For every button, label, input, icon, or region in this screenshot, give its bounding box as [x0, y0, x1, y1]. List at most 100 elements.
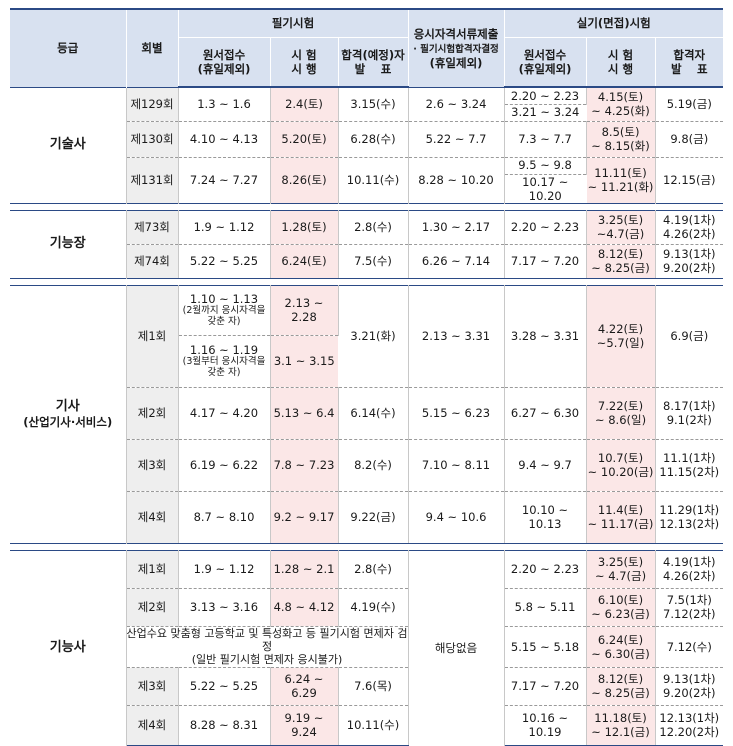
prac-result: 4.19(1차) 4.26(2차): [655, 549, 724, 589]
written-result: 7.5(수): [338, 243, 409, 279]
prac-result: 11.29(1차) 12.13(2차): [655, 490, 724, 544]
prac-result: 12.15(금): [655, 156, 724, 204]
grade-gisa-title: 기사: [55, 399, 80, 415]
written-result: 6.14(수): [338, 386, 409, 440]
written-result: 2.8(수): [338, 209, 409, 245]
prac-result: 5.19(금): [655, 86, 724, 121]
written-result: 4.19(수): [338, 587, 409, 627]
prac-exam: 11.11(토) ~ 11.21(화): [586, 156, 656, 204]
written-apply: 4.17 ~ 4.20: [178, 386, 271, 440]
prac-result: 9.13(1차) 9.20(2차): [655, 666, 724, 706]
prac-apply: 10.16 ~ 10.19: [504, 704, 587, 746]
docs-not-applicable: 해당없음: [408, 549, 505, 746]
written-apply: 8.7 ~ 8.10: [178, 490, 271, 544]
exemption-notice: 산업수요 맞춤형 고등학교 및 특성화고 등 필기시험 면제자 검정 (일반 필…: [126, 625, 409, 668]
round-cell: 제1회: [126, 284, 179, 388]
header-docs-sub2: (휴일제외): [429, 55, 483, 70]
docs-period: 7.10 ~ 8.11: [408, 438, 505, 492]
round-cell: 제73회: [126, 209, 179, 245]
prac-exam: 11.18(토) ~ 12.1(금): [586, 704, 656, 746]
header-round: 회별: [126, 8, 179, 87]
docs-period: 9.4 ~ 10.6: [408, 490, 505, 544]
written-result: 9.22(금): [338, 490, 409, 544]
written-result: 8.2(수): [338, 438, 409, 492]
written-apply: 5.22 ~ 5.25: [178, 666, 271, 706]
header-docs-title: 응시자격서류제출: [413, 26, 499, 41]
prac-apply: 10.10 ~ 10.13: [504, 490, 587, 544]
prac-exam: 3.25(토) ~4.7(금): [586, 209, 656, 245]
written-apply: 1.3 ~ 1.6: [178, 86, 271, 121]
prac-result: 11.1(1차) 11.15(2차): [655, 438, 724, 492]
written-exam: 6.24 ~ 6.29: [270, 666, 339, 706]
written-exam: 9.19 ~ 9.24: [270, 704, 339, 746]
docs-period: 1.30 ~ 2.17: [408, 209, 505, 245]
written-result: 7.6(목): [338, 666, 409, 706]
prac-exam: 4.15(토) ~ 4.25(화): [586, 86, 656, 121]
written-exam: 1.28 ~ 2.1: [270, 549, 339, 589]
written-exam: 5.13 ~ 6.4: [270, 386, 339, 440]
written-exam: 4.8 ~ 4.12: [270, 587, 339, 627]
prac-apply: 3.28 ~ 3.31: [504, 284, 587, 388]
written-apply: 1.9 ~ 1.12: [178, 549, 271, 589]
written-apply: 1.10 ~ 1.13 (2월까지 응시자격을 갖춘 자): [178, 284, 271, 336]
docs-period: 2.6 ~ 3.24: [408, 86, 505, 121]
header-docs: 응시자격서류제출 · 필기시험합격자결정 (휴일제외): [408, 8, 505, 87]
prac-exam: 6.24(토) ~ 6.30(금): [586, 625, 656, 668]
written-result: 10.11(수): [338, 704, 409, 746]
written-result: 2.8(수): [338, 549, 409, 589]
round-cell: 제4회: [126, 490, 179, 544]
grade-ginungsa: 기능사: [10, 549, 127, 746]
written-exam: 9.2 ~ 9.17: [270, 490, 339, 544]
prac-result: 7.5(1차) 7.12(2차): [655, 587, 724, 627]
prac-exam: 4.22(토) ~5.7(일): [586, 284, 656, 388]
prac-apply: 2.20 ~ 2.23: [504, 209, 587, 245]
written-apply-date: 1.10 ~ 1.13: [189, 292, 259, 307]
prac-apply: 7.17 ~ 7.20: [504, 666, 587, 706]
header-prac-exam: 시 험 시 행: [586, 36, 656, 88]
round-cell: 제74회: [126, 243, 179, 279]
prac-apply: 2.20 ~ 2.23: [504, 549, 587, 589]
grade-gisa: 기사 (산업기사·서비스): [10, 284, 127, 544]
prac-exam: 7.22(토) ~ 8.6(일): [586, 386, 656, 440]
written-apply-note: (3월부터 응시자격을 갖춘 자): [182, 356, 266, 379]
header-practical: 실기(면접)시험: [504, 8, 724, 37]
prac-result: 7.12(수): [655, 625, 724, 668]
round-cell: 제129회: [126, 86, 179, 121]
header-grade: 등급: [10, 8, 127, 87]
round-cell: 제130회: [126, 120, 179, 157]
prac-result: 4.19(1차) 4.26(2차): [655, 209, 724, 245]
round-cell: 제131회: [126, 156, 179, 204]
written-exam: 3.1 ~ 3.15: [270, 334, 338, 388]
prac-exam: 6.10(토) ~ 6.23(금): [586, 587, 656, 627]
written-apply: 4.10 ~ 4.13: [178, 120, 271, 157]
prac-apply: 9.4 ~ 9.7: [504, 438, 587, 492]
round-cell: 제4회: [126, 704, 179, 746]
prac-result: 9.13(1차) 9.20(2차): [655, 243, 724, 279]
prac-exam: 10.7(토) ~ 10.20(금): [586, 438, 656, 492]
grade-ginungjang: 기능장: [10, 209, 127, 279]
header-prac-result: 합격자 발 표: [655, 36, 724, 88]
round-cell: 제1회: [126, 549, 179, 589]
prac-exam: 3.25(토) ~ 4.7(금): [586, 549, 656, 589]
written-result: 3.15(수): [338, 86, 409, 121]
round-cell: 제2회: [126, 386, 179, 440]
prac-apply: 7.17 ~ 7.20: [504, 243, 587, 279]
prac-result: 6.9(금): [655, 284, 724, 388]
exam-schedule-table: 등급 회별 필기시험 응시자격서류제출 · 필기시험합격자결정 (휴일제외) 실…: [10, 8, 724, 746]
docs-period: 8.28 ~ 10.20: [408, 156, 505, 204]
docs-period: 6.26 ~ 7.14: [408, 243, 505, 279]
docs-period: 5.22 ~ 7.7: [408, 120, 505, 157]
prac-apply: 3.21 ~ 3.24: [504, 103, 587, 121]
header-written: 필기시험: [178, 8, 409, 37]
written-exam: 6.24(토): [270, 243, 339, 279]
prac-apply: 2.20 ~ 2.23: [504, 86, 587, 104]
written-apply: 5.22 ~ 5.25: [178, 243, 271, 279]
written-result: 6.28(수): [338, 120, 409, 157]
prac-exam: 8.12(토) ~ 8.25(금): [586, 243, 656, 279]
docs-period: 5.15 ~ 6.23: [408, 386, 505, 440]
prac-apply: 9.5 ~ 9.8: [504, 156, 587, 174]
prac-exam: 11.4(토) ~ 11.17(금): [586, 490, 656, 544]
written-exam: 8.26(토): [270, 156, 339, 204]
written-exam: 5.20(토): [270, 120, 339, 157]
written-exam: 2.13 ~ 2.28: [270, 284, 339, 336]
